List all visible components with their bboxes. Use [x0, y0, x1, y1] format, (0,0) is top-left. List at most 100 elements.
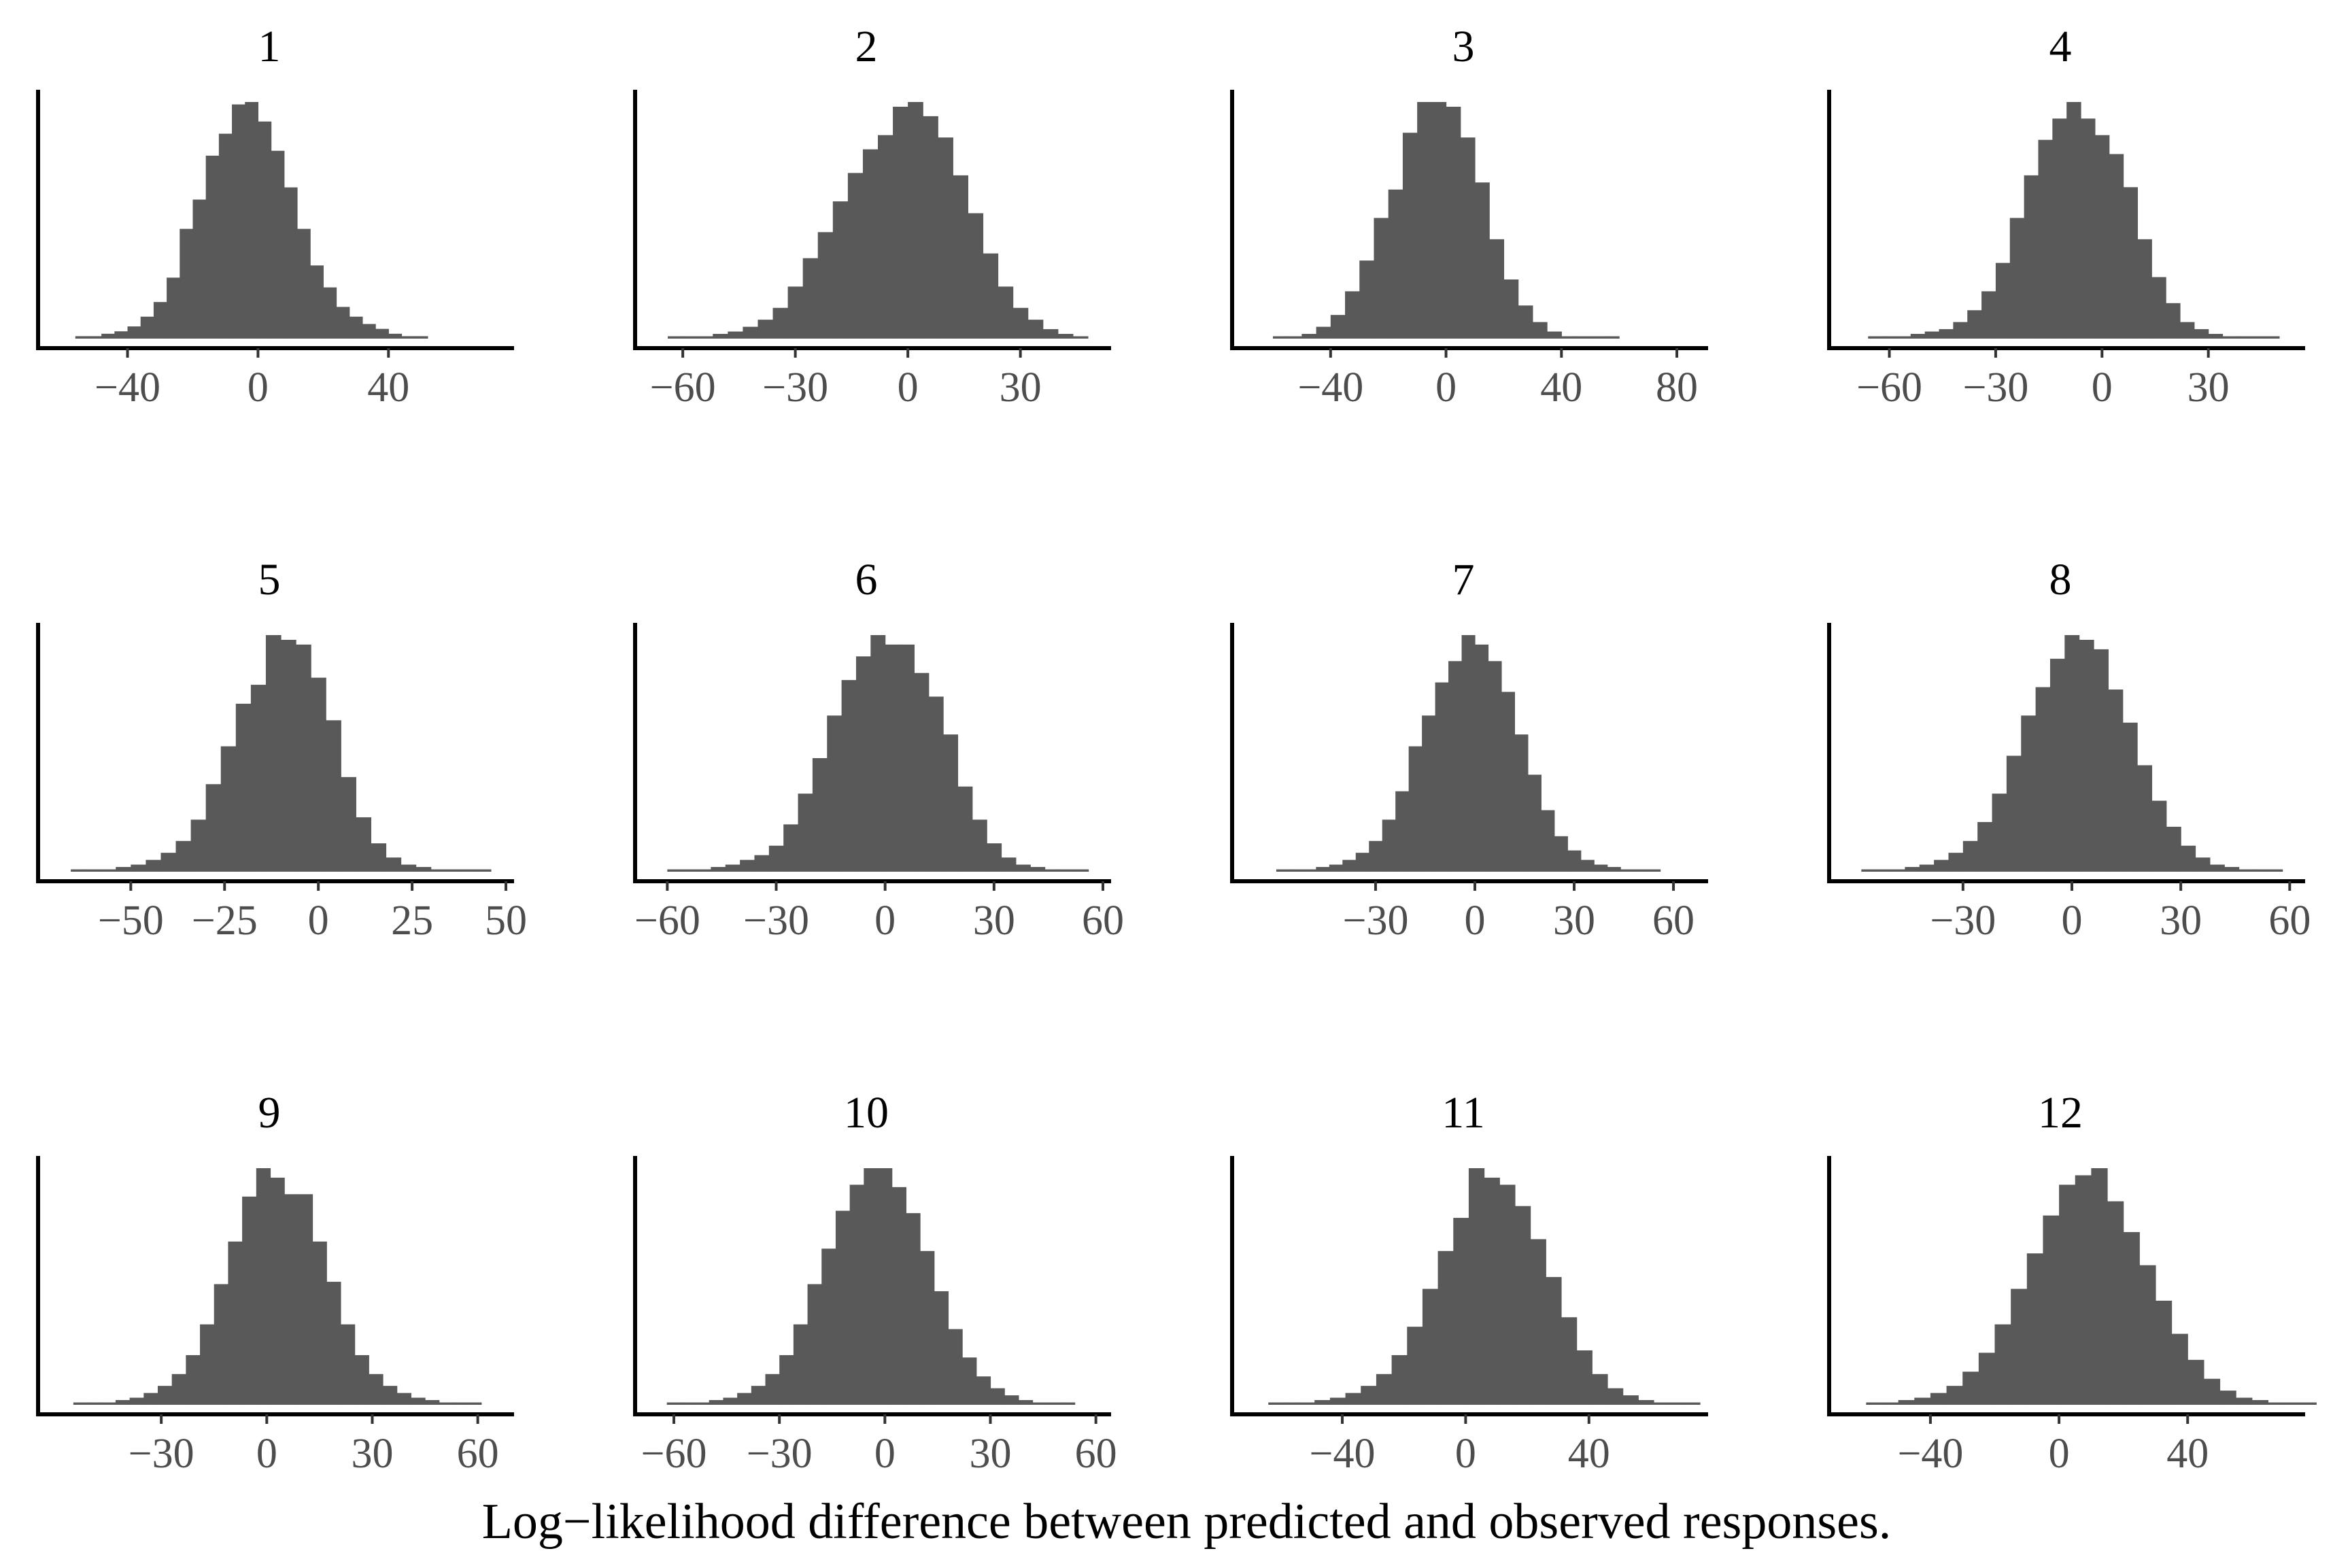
histogram-bar: [934, 1291, 949, 1405]
x-tick-label: 60: [457, 1431, 499, 1477]
histogram-bar: [864, 1168, 879, 1405]
histogram-bar: [1866, 1402, 1883, 1405]
histogram-bar: [914, 672, 930, 872]
panel-8: 8 −30 0 30 60: [1827, 555, 2311, 944]
histogram-bar: [2265, 336, 2280, 339]
histogram-bar: [1994, 1324, 2011, 1405]
histogram-bar: [1875, 869, 1891, 872]
histogram-bar: [1910, 334, 1926, 339]
histogram-bar: [265, 635, 282, 872]
histogram-bar: [1431, 102, 1447, 339]
histogram-bar: [382, 1386, 398, 1405]
histogram-bar: [153, 302, 167, 339]
x-tick-label: 0: [1435, 364, 1457, 411]
histogram-bar: [2268, 869, 2283, 872]
histogram-bar: [2043, 1215, 2060, 1405]
histogram-bar: [2024, 175, 2039, 339]
histogram-bar: [1501, 692, 1516, 872]
panel-title: 2: [855, 22, 878, 71]
panel-title: 5: [258, 555, 281, 604]
histogram-bar: [87, 1402, 102, 1405]
histogram-bar: [2166, 826, 2181, 872]
histogram-bar: [228, 1241, 243, 1405]
x-tick-label: −50: [98, 898, 164, 944]
histogram-bar: [411, 1397, 426, 1405]
histogram-bar: [1977, 821, 1993, 872]
histogram-bar: [146, 859, 162, 872]
histogram-bar: [2155, 1300, 2173, 1405]
histogram-bar: [1554, 836, 1568, 872]
histogram-bar: [326, 720, 341, 872]
histogram-bar: [2251, 336, 2266, 339]
histogram-bar: [232, 104, 245, 339]
histogram-bar: [1861, 869, 1877, 872]
histogram-bar: [75, 336, 89, 339]
histogram-bar: [983, 253, 999, 339]
histogram-bar: [1448, 661, 1463, 872]
x-tick-label: 40: [1540, 364, 1582, 411]
histogram-bar: [167, 277, 180, 339]
histogram-bar: [1882, 1402, 1899, 1405]
histogram-bar: [2091, 1168, 2108, 1405]
histogram-bar: [1057, 334, 1074, 339]
histogram-bar: [1946, 1386, 1963, 1405]
histogram-bar: [340, 1324, 356, 1405]
histogram-bar: [475, 869, 492, 872]
histogram-bar: [1576, 1350, 1593, 1405]
x-tick-label: −30: [1962, 364, 2028, 411]
histogram-bar: [1374, 218, 1389, 339]
histogram-bar: [129, 1397, 144, 1405]
x-tick-label: −30: [1342, 898, 1408, 944]
x-tick-label: 60: [2268, 898, 2311, 944]
histogram-bar: [1488, 661, 1502, 872]
histogram-bar: [1633, 869, 1648, 872]
histogram-bar: [1012, 307, 1029, 339]
histogram-bar: [425, 1400, 440, 1405]
histogram-bar: [1896, 336, 1911, 339]
panel-title: 7: [1452, 555, 1475, 604]
histogram-bar: [2109, 154, 2124, 339]
x-tick-label: −25: [192, 898, 258, 944]
histogram-bar: [2059, 1184, 2076, 1405]
histogram-bar: [354, 1354, 369, 1405]
panel-title: 9: [258, 1088, 281, 1138]
x-tick-label: 25: [391, 898, 433, 944]
histogram-bar: [1532, 322, 1548, 339]
histogram-bar: [140, 316, 154, 339]
histogram-bar: [1868, 336, 1883, 339]
histogram-bar: [311, 677, 326, 872]
histogram-bar: [445, 869, 462, 872]
histogram-bar: [743, 326, 759, 339]
histogram-bar: [847, 173, 864, 339]
histogram-bar: [2166, 303, 2181, 339]
histogram-bar: [900, 644, 915, 872]
histogram-bar: [186, 1354, 201, 1405]
histogram-bar: [2009, 218, 2025, 339]
histogram-bar: [2208, 334, 2224, 339]
histogram-bar: [1967, 310, 1982, 339]
histogram-bar: [1460, 137, 1476, 339]
histogram-bar: [783, 824, 799, 872]
histogram-bar: [1446, 106, 1461, 339]
histogram-bar: [396, 1393, 411, 1405]
histogram-bar: [296, 228, 311, 339]
panel-3: 3 −40 0 40 80: [1230, 22, 1708, 411]
histogram-bar: [2094, 135, 2110, 339]
histogram-bar: [849, 1184, 864, 1405]
histogram-bar: [160, 853, 177, 872]
histogram-bar: [827, 715, 842, 872]
histogram-bar: [1527, 774, 1542, 872]
histogram-bar: [728, 331, 743, 339]
histogram-bar: [1289, 869, 1304, 872]
histogram-bar: [2038, 139, 2053, 339]
histogram-bar: [1015, 864, 1031, 872]
histogram-bar: [923, 116, 938, 339]
histogram-bar: [1962, 1371, 1979, 1405]
histogram-bar: [1314, 1400, 1331, 1405]
histogram-bar: [1898, 1400, 1915, 1405]
x-tick-label: 0: [874, 898, 896, 944]
panel-10: 10 −60 −30 0 30 60: [633, 1088, 1117, 1477]
histogram-bar: [1302, 869, 1316, 872]
histogram-bar: [1561, 336, 1577, 339]
histogram-bar: [2081, 118, 2096, 339]
